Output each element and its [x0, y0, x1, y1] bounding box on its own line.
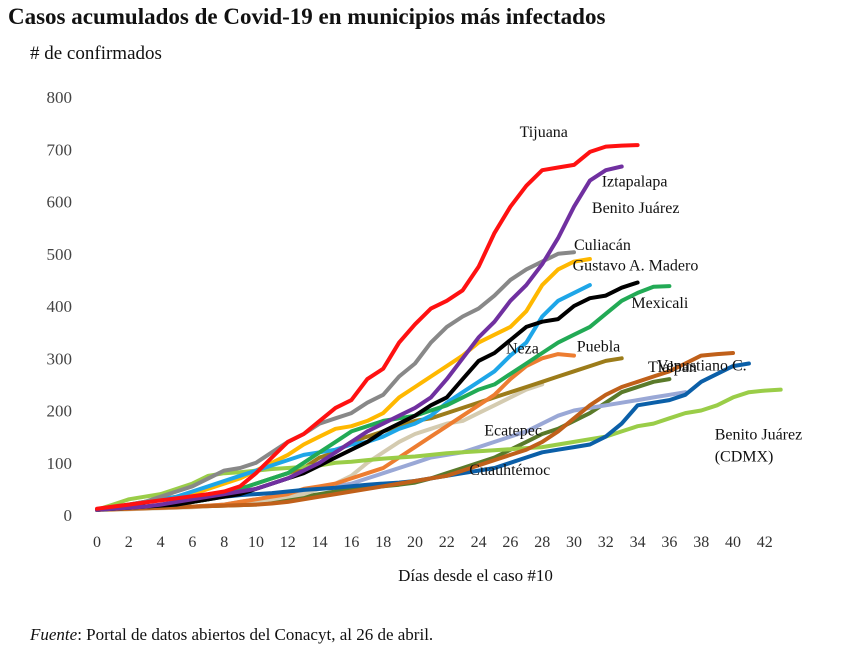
x-axis-label: Días desde el caso #10: [0, 566, 856, 586]
series-label: Iztapalapa: [602, 173, 668, 190]
series-label: Neza: [506, 341, 539, 358]
series-lines: [95, 143, 783, 512]
x-tick-label: 38: [693, 534, 709, 551]
x-tick-label: 10: [248, 534, 264, 551]
series-line: [95, 280, 640, 512]
y-tick-label: 0: [64, 506, 73, 525]
x-tick-labels: 0 2 4 6 8 10 12 14 16 18 20 22 24 26 28 30 32 34 36 38 40 42: [93, 534, 773, 551]
x-tick-label: 36: [661, 534, 677, 551]
y-tick-label: 100: [47, 454, 73, 473]
y-tick-label: 500: [47, 245, 73, 264]
y-tick-label: 300: [47, 349, 73, 368]
series-line: [95, 284, 672, 512]
series-line: [95, 361, 751, 512]
series-label: Tlalpan: [648, 359, 697, 376]
x-tick-label: 12: [280, 534, 296, 551]
x-tick-label: 34: [630, 534, 646, 551]
x-tick-label: 28: [534, 534, 550, 551]
y-tick-labels: 0 100 200 300 400 500 600 700 800: [47, 88, 73, 525]
series-line: [95, 250, 576, 512]
series-label: Mexicali: [631, 295, 688, 312]
source-prefix: Fuente: [30, 625, 78, 644]
y-tick-label: 700: [47, 140, 73, 159]
series-label: Gustavo A. Madero: [573, 257, 699, 274]
x-tick-label: 32: [598, 534, 614, 551]
x-axis-label-text: Días desde el caso #10: [398, 566, 553, 585]
series-label: Ecatepec: [484, 422, 542, 439]
series-label: Venustiano C.: [657, 357, 747, 374]
x-tick-label: 22: [439, 534, 455, 551]
x-tick-label: 6: [188, 534, 196, 551]
series-line: [95, 164, 624, 512]
chart-title: Casos acumulados de Covid-19 en municipi…: [8, 4, 606, 29]
source-note: Fuente: Portal de datos abiertos del Con…: [30, 625, 433, 645]
y-axis-label: # de confirmados: [30, 43, 162, 64]
x-tick-label: 16: [343, 534, 359, 551]
x-tick-label: 2: [125, 534, 133, 551]
x-tick-label: 26: [502, 534, 518, 551]
series-line: [95, 143, 640, 511]
series-label: Benito Juárez: [592, 200, 680, 217]
series-label: Benito Juárez (CDMX): [715, 427, 803, 466]
x-tick-label: 20: [407, 534, 423, 551]
x-tick-label: 18: [375, 534, 391, 551]
x-tick-label: 42: [757, 534, 773, 551]
x-tick-label: 30: [566, 534, 582, 551]
x-tick-label: 0: [93, 534, 101, 551]
series-label: Culiacán: [574, 237, 631, 254]
x-tick-label: 14: [312, 534, 328, 551]
x-tick-label: 24: [471, 534, 487, 551]
y-tick-label: 200: [47, 402, 73, 421]
series-line: [95, 351, 735, 512]
y-tick-label: 800: [47, 88, 73, 107]
x-tick-label: 8: [220, 534, 228, 551]
x-tick-label: 4: [157, 534, 165, 551]
y-tick-label: 400: [47, 297, 73, 316]
x-tick-label: 40: [725, 534, 741, 551]
series-labels: Tijuana Iztapalapa Culiacán Gustavo A. Made…: [469, 124, 802, 479]
series-label: Cuauhtémoc: [469, 462, 550, 479]
series-label: Tijuana: [520, 124, 568, 141]
y-tick-label: 600: [47, 193, 73, 212]
series-label: Puebla: [577, 338, 621, 355]
source-text: : Portal de datos abiertos del Conacyt, …: [77, 625, 434, 644]
